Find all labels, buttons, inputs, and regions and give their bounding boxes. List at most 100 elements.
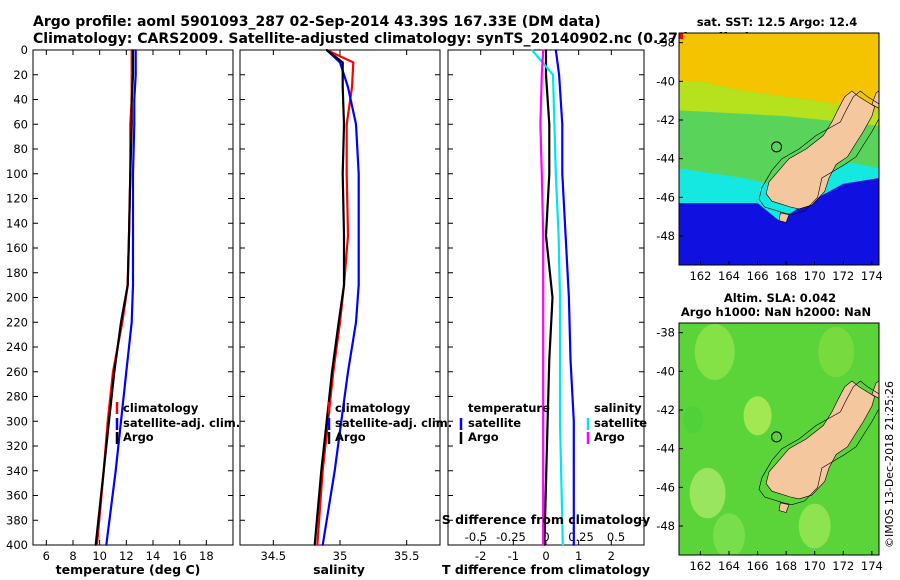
map-x-tick-label: 172 — [832, 559, 854, 573]
x-tick-label: 10 — [92, 549, 107, 563]
series-line-climatology — [316, 49, 355, 546]
series-point — [333, 469, 336, 472]
series-point — [343, 123, 345, 126]
series-point — [540, 172, 543, 175]
y-tick-label: 100 — [6, 167, 28, 181]
legend-label-argo: Argo — [123, 430, 154, 444]
series-point — [337, 321, 340, 324]
series-point — [545, 482, 547, 485]
temperature-xlabel: temperature (deg C) — [56, 562, 201, 577]
sla-map: 162 164 166 168 170 172 174 -38 -40 -42 -44 -46 -48 — [656, 322, 883, 573]
series-point — [548, 358, 551, 361]
series-line-satellite-adj-clim- — [105, 50, 137, 546]
map-y-tick-label: -46 — [656, 480, 675, 494]
series-point — [539, 123, 542, 126]
series-point — [540, 73, 543, 76]
series-point — [561, 123, 564, 126]
series-point — [341, 172, 344, 175]
map-y-tick-label: -44 — [656, 442, 675, 456]
series-point — [569, 358, 572, 361]
map-y-tick-label: -46 — [656, 190, 675, 204]
series-point — [133, 98, 136, 101]
series-point — [341, 61, 344, 64]
series-point — [572, 544, 575, 546]
map-anomaly-blob — [798, 503, 831, 549]
title-line-2: Climatology: CARS2009. Satellite-adjuste… — [33, 31, 751, 47]
series-point — [542, 49, 545, 51]
series-point — [567, 296, 570, 299]
map-x-tick-label: 170 — [804, 559, 826, 573]
series-line-t-argo — [543, 50, 554, 546]
series-point — [351, 86, 353, 89]
sla-map-title: Altim. SLA: 0.042 — [724, 291, 836, 305]
series-point — [352, 61, 355, 64]
y-tick-label: 80 — [13, 142, 28, 156]
series-point — [542, 296, 545, 299]
series-point — [355, 123, 357, 126]
series-line-argo — [313, 49, 346, 546]
y-tick-label: 360 — [6, 489, 28, 503]
series-point — [564, 234, 567, 237]
series-point — [129, 172, 132, 175]
series-point — [542, 420, 545, 423]
x-tick-label: 8 — [69, 549, 76, 563]
y-tick-label: 140 — [6, 216, 28, 230]
series-point — [134, 49, 137, 51]
series-point — [313, 544, 316, 546]
map-x-tick-label: 162 — [689, 269, 711, 283]
argo-location-marker — [771, 141, 783, 153]
map-y-tick-label: -48 — [656, 229, 675, 243]
y-tick-label: 320 — [6, 439, 28, 453]
credit-text: ©IMOS 13-Dec-2018 21:25:26 — [883, 381, 896, 548]
map-hot-pixel — [679, 33, 683, 39]
legend-label-t-satellite: satellite — [468, 416, 521, 430]
series-point — [316, 544, 319, 546]
series-point — [551, 296, 554, 299]
map-y-tick-label: -38 — [656, 36, 675, 50]
series-point — [548, 123, 551, 126]
series-point — [130, 321, 133, 324]
series-point — [130, 123, 133, 126]
series-point — [545, 49, 547, 51]
stewart-island-land — [778, 212, 790, 223]
y-tick-label: 40 — [13, 93, 28, 107]
y-tick-label: 180 — [6, 266, 28, 280]
series-point — [108, 420, 110, 423]
map-warm-region — [679, 33, 879, 111]
y-tick-label: 380 — [6, 513, 28, 527]
series-point — [554, 49, 557, 51]
map-x-tick-label: 170 — [804, 269, 826, 283]
series-point — [102, 469, 105, 472]
map-x-tick-label: 164 — [718, 559, 740, 573]
map-y-tick-label: -48 — [656, 519, 675, 533]
series-point — [132, 73, 134, 76]
map-anomaly-blob — [818, 326, 855, 378]
y-tick-label: 0 — [21, 43, 28, 57]
series-point — [347, 234, 349, 237]
map-y-tick-label: -40 — [656, 74, 675, 88]
map-y-tick-label: -42 — [656, 113, 675, 127]
series-point — [347, 86, 349, 89]
legend-label-satellite: satellite-adj. clim. — [335, 416, 452, 430]
series-point — [357, 172, 360, 175]
series-point — [559, 358, 561, 361]
map-x-tick-label: 166 — [747, 269, 769, 283]
series-point — [542, 544, 545, 546]
series-point — [120, 420, 122, 423]
series-point — [125, 370, 128, 373]
y-tick-label: 220 — [6, 315, 28, 329]
map-x-tick-label: 174 — [861, 269, 883, 283]
x-tick-label: -2 — [475, 549, 486, 563]
series-point — [132, 49, 134, 51]
map-anomaly-blob — [683, 405, 704, 434]
sst-map: 162 164 166 168 170 172 174 -38 -40 -42 -44 -46 -48 — [656, 32, 883, 283]
series-point — [331, 370, 333, 373]
map-x-tick-label: 174 — [861, 559, 883, 573]
y-tick-label: 340 — [6, 464, 28, 478]
sst-map-title: sat. SST: 12.5 Argo: 12.4 — [697, 15, 857, 29]
series-point — [559, 296, 561, 299]
sla-map-subtitle: Argo h1000: NaN h2000: NaN — [681, 305, 871, 319]
legend-title-temperature: temperature — [468, 401, 550, 415]
series-point — [132, 172, 134, 175]
